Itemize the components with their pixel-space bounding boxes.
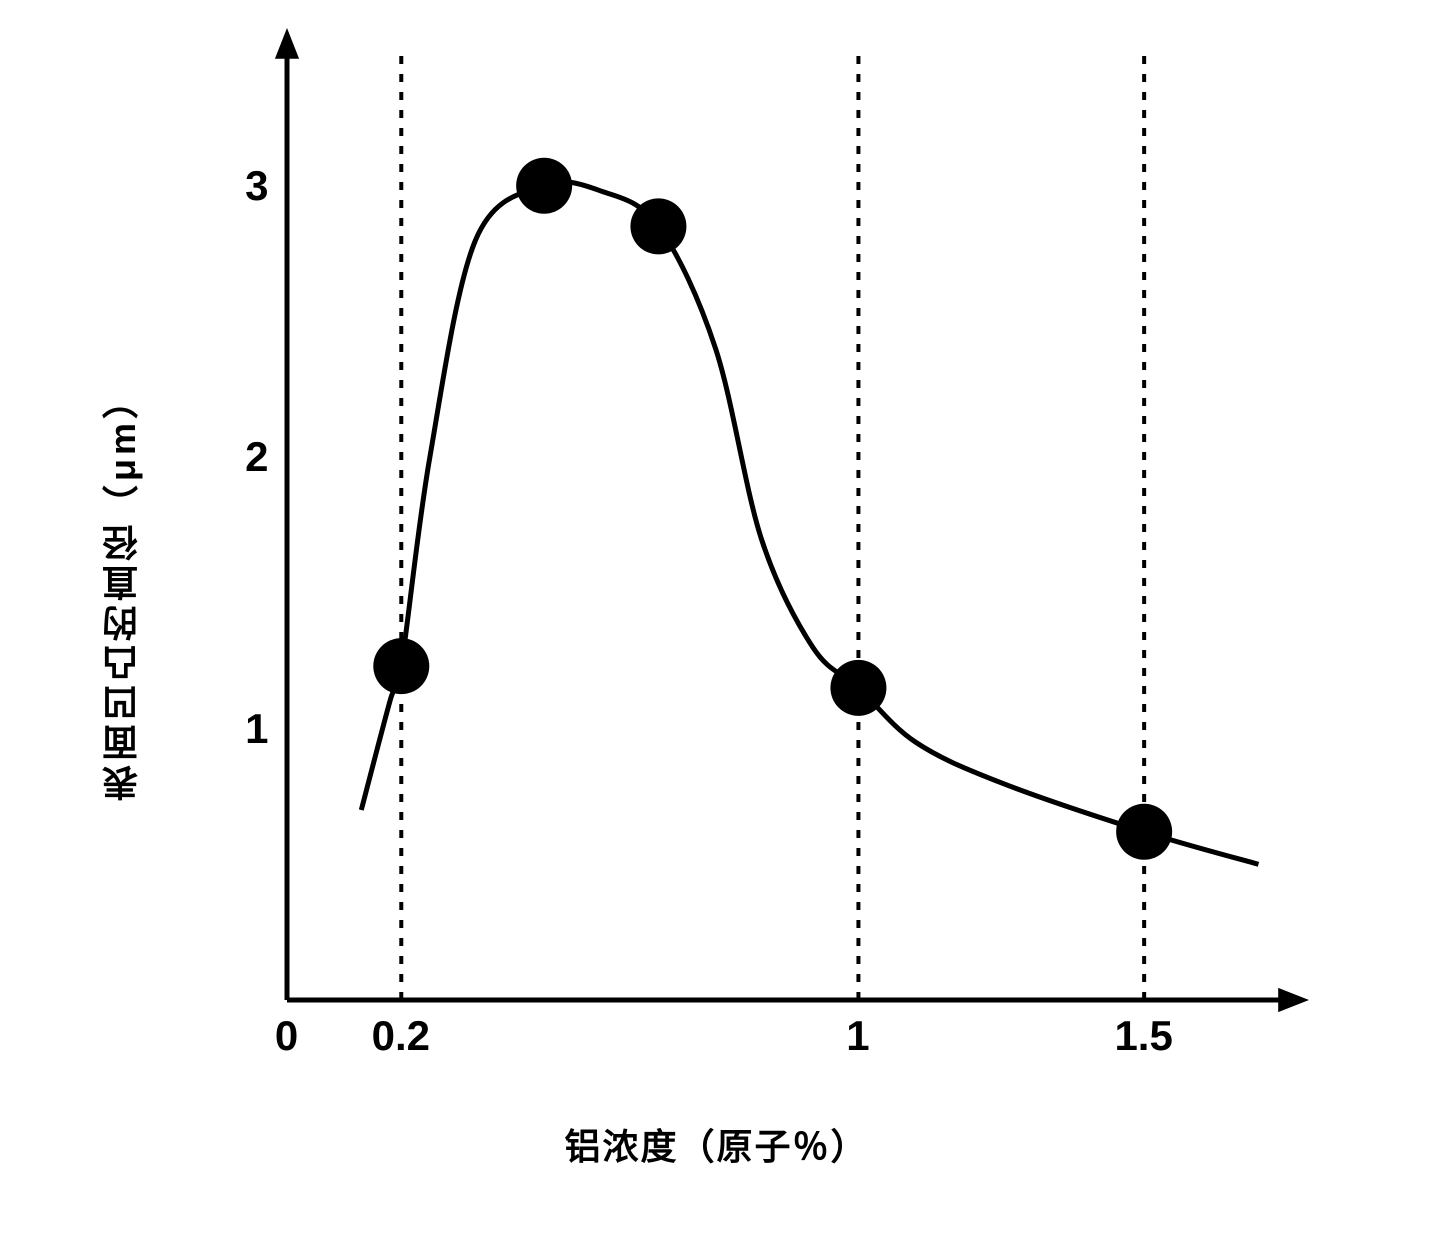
chart-container: 表面凹凸的直径（μm） 123 00.211.5 铝浓度（原子％） bbox=[117, 40, 1317, 1140]
data-marker bbox=[830, 660, 886, 716]
x-tick-label: 0.2 bbox=[372, 1012, 430, 1060]
plot-area: 123 00.211.5 bbox=[287, 50, 1287, 1000]
y-tick-label: 2 bbox=[245, 433, 268, 481]
data-marker bbox=[373, 638, 429, 694]
x-axis-arrow-icon bbox=[1278, 988, 1309, 1012]
x-axis-label: 铝浓度（原子％） bbox=[564, 1118, 868, 1170]
y-axis-label: 表面凹凸的直径（μm） bbox=[97, 379, 149, 801]
data-marker bbox=[516, 158, 572, 214]
y-tick-label: 1 bbox=[245, 705, 268, 753]
y-tick-label: 3 bbox=[245, 162, 268, 210]
chart-svg bbox=[287, 50, 1287, 1000]
x-tick-label: 1 bbox=[846, 1012, 869, 1060]
y-axis-arrow-icon bbox=[274, 28, 298, 59]
data-marker bbox=[630, 198, 686, 254]
x-tick-label: 0 bbox=[275, 1012, 298, 1060]
data-curve bbox=[361, 182, 1258, 864]
x-tick-label: 1.5 bbox=[1114, 1012, 1172, 1060]
data-marker bbox=[1116, 804, 1172, 860]
